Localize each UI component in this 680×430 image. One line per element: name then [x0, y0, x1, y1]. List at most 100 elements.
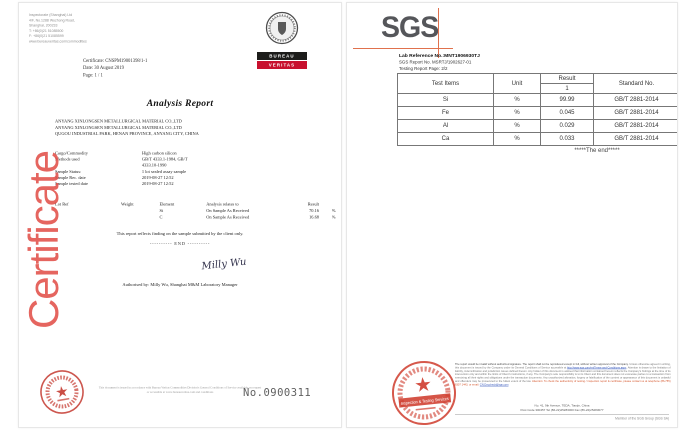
- disclaimer-attention: Attention: To check the authenticity of …: [455, 380, 671, 387]
- terms-link: http://www.sgs.com/en/Terms-and-Conditio…: [567, 366, 627, 370]
- analysis-report-page: Inspectorate (Shanghai) Ltd 4/F, No.1288 …: [18, 2, 342, 428]
- company-seal-icon: [40, 370, 84, 414]
- sgs-table-head: Test Items Unit Result Standard No. 1: [397, 73, 677, 94]
- letterhead-line: Inspectorate (Shanghai) Ltd: [29, 13, 73, 18]
- field-value: 2019-08-27 12:52: [141, 175, 174, 181]
- certificate-page: Page: 1 / 1: [83, 71, 103, 78]
- cell-unit: %: [493, 106, 541, 120]
- cell-result: 0.029: [540, 119, 594, 133]
- cell-result: 99.99: [540, 93, 594, 107]
- results-rows: Si On Sample As Received 70.16 % C On Sa…: [55, 208, 341, 221]
- cell-unit: %: [331, 208, 336, 214]
- header-result: Result: [307, 201, 319, 207]
- footer-terms-text: This document is issued in accordance wi…: [98, 386, 262, 395]
- cell-unit: %: [493, 119, 541, 133]
- disclaimer-block: The report would be invalid without auth…: [455, 363, 671, 387]
- header-standard-no: Standard No.: [593, 73, 677, 94]
- sgs-table-row: Fe % 0.045 GB/T 2881-2014: [397, 106, 677, 120]
- sample-fields: Cargo/Commodity High carbon silicon Meth…: [55, 150, 341, 187]
- sgs-table-body: Si % 99.99 GB/T 2881-2014 Fe % 0.045 GB/…: [397, 93, 677, 146]
- field-row: Methods used GB/T 4333.1-1984, GB/T 4333…: [55, 156, 341, 168]
- stamp-band-label: Inspection & Testing Services: [401, 396, 449, 406]
- cell-basis: On Sample As Received: [206, 214, 250, 220]
- sgs-crosshair-horizontal: [353, 48, 453, 49]
- certificate-number: Certificate: CNSPM19001398/1-1: [83, 57, 148, 64]
- letterhead-line: 4/F, No.1288 Wuzhong Road,: [29, 18, 75, 23]
- sgs-address: No. 41, 9th Avenue, TEDA, Tianjin, China…: [457, 404, 667, 413]
- cell-unit: %: [493, 93, 541, 107]
- letterhead-line: T: +86(0)21 51085500: [29, 29, 64, 33]
- certificate-meta: Certificate: CNSPM19001398/1-1 Date: 30 …: [83, 57, 281, 78]
- certificate-date: Date: 30 August 2019: [83, 64, 124, 71]
- result-row: C On Sample As Received 16.68 %: [55, 214, 341, 221]
- bureau-veritas-logo: BUREAU VERITAS: [255, 11, 309, 69]
- header-result: Result: [540, 73, 594, 84]
- cell-test-item: Fe: [397, 106, 494, 120]
- cell-test-item: Ca: [397, 132, 494, 146]
- cell-standard: GB/T 2881-2014: [593, 106, 677, 120]
- cell-result: 70.16: [309, 208, 319, 214]
- sgs-email: e sgs.china@sgs.com: [669, 409, 677, 414]
- results-header-row: Lot Ref Weight Element Analysis relates …: [55, 201, 341, 208]
- field-label: Sample Rec. date: [55, 175, 86, 181]
- header-element: Element: [159, 201, 175, 207]
- bureau-veritas-emblem-icon: [265, 11, 299, 45]
- the-end-marker: *****The end*****: [574, 148, 620, 154]
- sgs-table-row: Si % 99.99 GB/T 2881-2014: [397, 93, 677, 107]
- results-table: Lot Ref Weight Element Analysis relates …: [55, 201, 341, 221]
- field-value: 2019-08-27 12:52: [141, 181, 174, 187]
- sgs-cstc-seal-icon: Inspection & Testing Services: [392, 361, 456, 425]
- field-row: Sample tested date 2019-08-27 12:52: [55, 181, 341, 187]
- cell-standard: GB/T 2881-2014: [593, 132, 677, 146]
- report-page: Testing Report Page: 2/2: [399, 66, 448, 72]
- disclaimer-body-pre: Unless otherwise agreed in writing, this…: [455, 363, 671, 370]
- bureau-bar: BUREAU: [257, 52, 307, 60]
- cell-test-item: Si: [397, 93, 494, 107]
- field-row: Cargo/Commodity High carbon silicon: [55, 150, 341, 156]
- cell-weight: [121, 214, 160, 221]
- header-basis: Analysis relates to: [206, 201, 239, 207]
- field-value: GB/T 4333.1-1984, GB/T 4333.10-1990: [141, 156, 188, 168]
- report-title: Analysis Report: [146, 99, 214, 109]
- field-label: Cargo/Commodity: [55, 150, 88, 156]
- cell-standard: GB/T 2881-2014: [593, 93, 677, 107]
- letterhead-address: Inspectorate (Shanghai) Ltd 4/F, No.1288 …: [29, 13, 179, 45]
- header-result-sub: 1: [540, 83, 594, 94]
- field-value: High carbon silicon: [141, 150, 177, 156]
- footer-terms: This document is issued in accordance wi…: [19, 386, 341, 395]
- header-test-items: Test Items: [397, 73, 494, 94]
- sgs-report-page: SGS Lab Reference No.:MNT1906930TJ SGS R…: [346, 2, 678, 428]
- sgs-table-row: Al % 0.029 GB/T 2881-2014: [397, 119, 677, 133]
- letterhead-line: www.bureauveritas.com/commodities: [29, 39, 87, 44]
- header-unit: Unit: [493, 73, 541, 94]
- cell-unit: %: [331, 214, 336, 220]
- cell-element: C: [159, 214, 163, 220]
- doccheck-email: CN.Doccheck@sgs.com: [479, 383, 509, 387]
- result-row: Si On Sample As Received 70.16 %: [55, 208, 341, 215]
- sgs-report-no: SGS Report No. MSRTJ/1902627-01: [399, 59, 472, 65]
- field-label: Sample Status:: [55, 169, 82, 174]
- sgs-crosshair-vertical: [438, 8, 439, 58]
- field-value: 1 lot sealed assay sample: [141, 169, 187, 174]
- address-line-1: No. 41, 9th Avenue, TEDA, Tianjin, China: [534, 404, 590, 408]
- address-line-2: Post Code 300457 Tel (86-22)25283000 Fax…: [520, 409, 604, 412]
- field-row: Sample Status: 1 lot sealed assay sample: [55, 168, 341, 174]
- cell-standard: GB/T 2881-2014: [593, 119, 677, 133]
- cell-basis: On Sample As Received: [206, 208, 250, 214]
- disclaimer-body-post: . Attention is drawn to the limitation o…: [455, 366, 671, 383]
- document-serial-number: No.0900311: [243, 387, 312, 399]
- veritas-bar: VERITAS: [257, 61, 307, 69]
- sgs-logo: SGS: [381, 11, 439, 44]
- header-lot-ref: Lot Ref: [55, 201, 69, 207]
- cell-test-item: Al: [397, 119, 494, 133]
- client-line: ANYANG XINLONGSEN METALLURGICAL MATERIAL…: [55, 118, 182, 124]
- sgs-results-table: Test Items Unit Result Standard No. 1 Si…: [397, 73, 677, 146]
- field-row: Sample Rec. date 2019-08-27 12:52: [55, 175, 341, 181]
- cell-element: Si: [159, 208, 164, 214]
- header-weight: Weight: [121, 201, 134, 207]
- certificate-watermark: Certificate: [20, 150, 67, 330]
- footer-divider: [455, 414, 669, 415]
- cell-result: 16.68: [309, 214, 319, 220]
- client-only-note: This report reflects finding on the samp…: [116, 231, 244, 236]
